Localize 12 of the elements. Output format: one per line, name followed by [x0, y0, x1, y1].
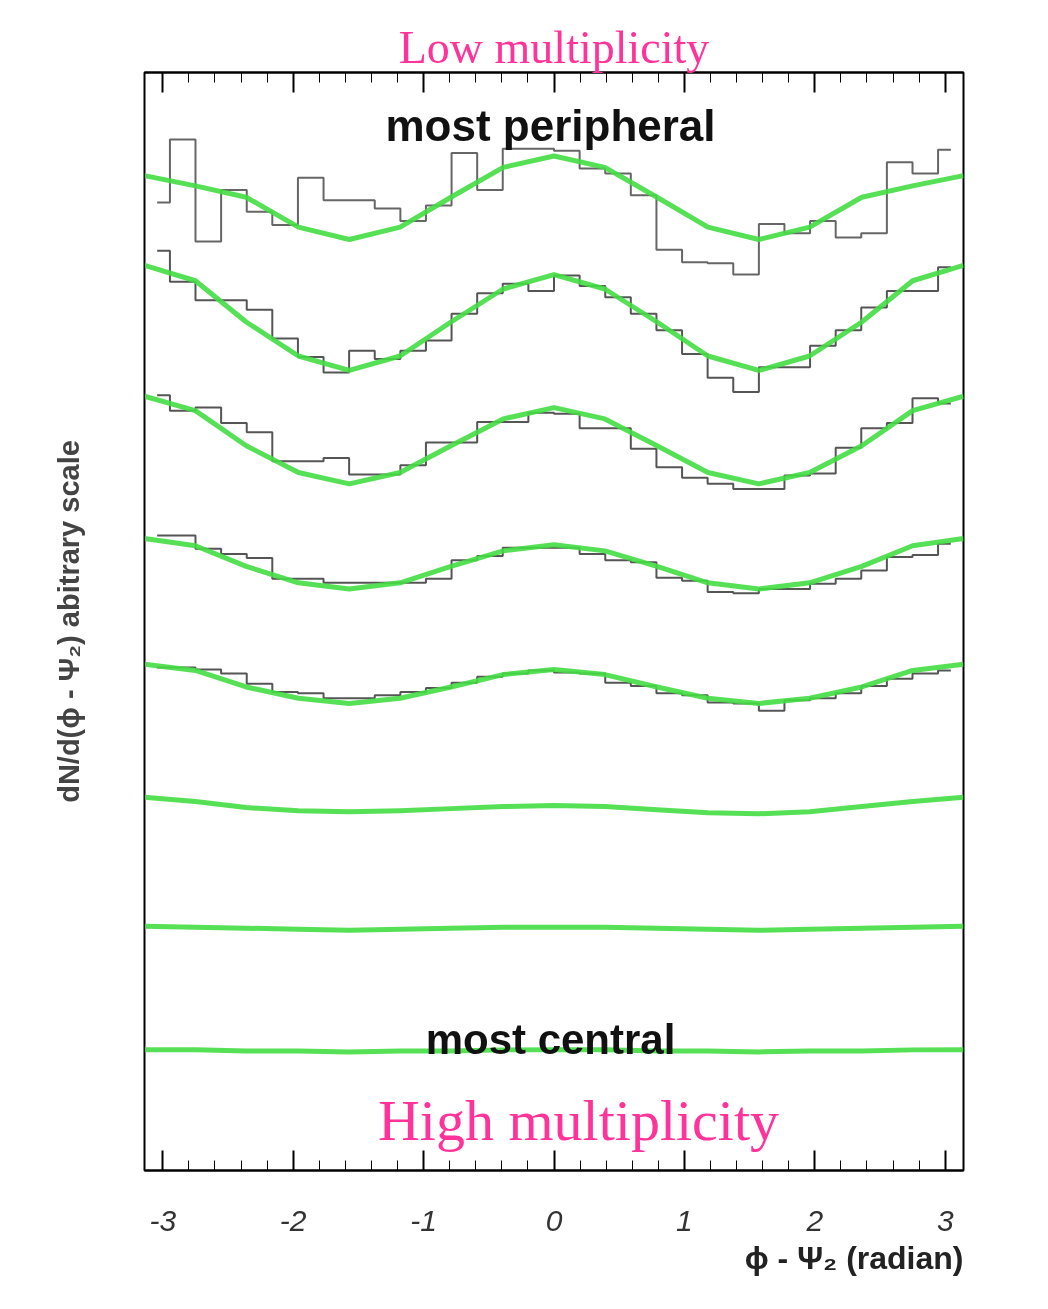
annotation: High multiplicity	[377, 1088, 780, 1153]
y-axis-title: dN/d(ϕ - Ψ₂) abitrary scale	[52, 440, 85, 803]
x-tick-label: 3	[936, 1203, 954, 1237]
x-tick-label: 1	[676, 1203, 693, 1237]
x-tick-label: -3	[149, 1203, 177, 1237]
x-tick-label: -2	[279, 1203, 307, 1237]
x-tick-label: 0	[545, 1203, 563, 1237]
annotation: most peripheral	[385, 101, 716, 150]
x-tick-label: 2	[805, 1203, 824, 1237]
chart-title: Low multiplicity	[398, 21, 710, 73]
x-tick-label: -1	[410, 1203, 437, 1237]
x-axis-title: ϕ - Ψ₂ (radian)	[744, 1239, 964, 1276]
